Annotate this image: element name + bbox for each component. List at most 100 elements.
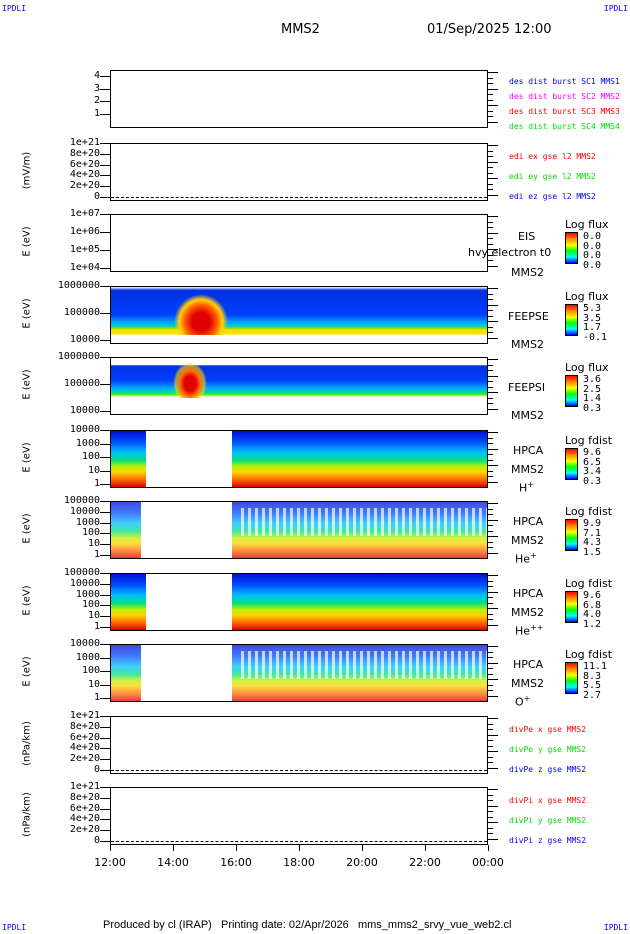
colorbar-tick-label: 0.0 [583,231,602,242]
species-name: H [519,481,528,495]
colorbar-tick-label: 4.0 [583,609,602,620]
right-tick-mark [488,481,498,483]
y-tick-mark [100,533,110,535]
y-tick-mark [100,511,110,513]
y-tick-label: 8e+20 [69,720,100,732]
instrument-label: HPCA [513,587,544,600]
y-tick-mark [100,250,110,251]
right-tick-mark [488,359,498,360]
x-tick-label: 14:00 [157,856,189,869]
right-tick-mark [488,265,498,267]
right-tick-mark [488,310,493,311]
right-tick-mark [488,459,493,461]
legend-entry: des dist burst SC3 MMS3 [509,107,620,116]
colorbar [565,591,578,623]
y-tick-mark [100,186,110,188]
y-tick-mark [100,443,110,445]
x-tick-mark [236,845,237,851]
y-tick-mark [100,830,110,832]
right-tick-mark [488,167,493,168]
y-tick-mark [100,797,110,799]
species-label: H+ [519,480,534,495]
y-tick-mark [100,759,110,761]
right-tick-mark [488,238,493,239]
y-tick-mark [100,627,110,628]
y-tick-mark [100,616,110,618]
right-tick-mark [488,613,493,615]
right-tick-mark [488,525,493,526]
y-tick-mark [100,114,110,115]
right-tick-mark [488,364,493,366]
corner-label-br: IPDLI [603,923,628,932]
colorbar-tick-label: 9.6 [583,447,602,458]
y-tick-mark [100,76,110,77]
panel-divpe [110,716,488,774]
legend-entry: des dist burst SC4 MMS4 [509,122,620,131]
spacecraft-label: MMS2 [511,338,544,351]
y-tick-label: 6e+20 [69,158,100,170]
y-tick-mark [100,484,110,485]
y-tick-label: 100000 [63,378,100,389]
right-tick-mark [488,288,498,289]
y-tick-label: 1e+05 [69,244,100,255]
right-tick-mark [488,121,498,123]
right-tick-mark [488,827,493,829]
y-tick-label: 0 [93,835,100,846]
y-tick-label: 100 [81,451,100,462]
corner-label-tl: IPDLI [2,4,27,13]
y-tick-label: 10000 [69,638,100,649]
right-tick-mark [488,833,493,834]
y-tick-mark [100,819,110,821]
y-tick-label: 1000 [75,437,100,449]
y-tick-label: 10000 [69,405,100,416]
right-tick-mark [488,476,493,477]
y-tick-label: 1e+21 [69,781,100,792]
y-tick-mark [100,232,110,233]
y-tick-mark [100,197,110,198]
y-tick-label: 100000 [63,495,100,506]
y-tick-label: 2 [93,95,100,107]
y-tick-label: 1000 [75,651,100,663]
corner-label-tr: IPDLI [603,4,628,13]
y-tick-label: 1e+21 [69,710,100,721]
right-tick-mark [488,99,493,101]
y-tick-mark [100,214,110,215]
right-tick-mark [488,519,498,521]
right-tick-mark [488,690,493,691]
legend-entry: divPe y gse MMS2 [509,745,587,754]
colorbar-tick-label: 3.6 [583,374,602,385]
right-tick-mark [488,668,493,669]
y-tick-mark [100,555,110,556]
y-tick-label: 8e+20 [69,147,100,159]
colorbar-tick-label: 9.9 [583,518,602,529]
species-name: O [515,695,524,709]
y-tick-label: 100 [81,527,100,539]
right-tick-mark [488,381,493,382]
colorbar-tick-label: 11.1 [583,661,608,672]
x-tick-mark [299,845,300,851]
y-tick-label: 1e+07 [69,208,100,219]
right-tick-mark [488,370,493,371]
colorbar-tick-label: 1.7 [583,322,602,333]
y-tick-label: 10000 [69,577,100,589]
colorbar-title: Log flux [565,290,609,303]
right-tick-mark [488,260,493,261]
right-tick-mark [488,580,493,582]
right-tick-mark [488,800,493,801]
colorbar-tick-label: 1.4 [583,393,602,404]
y-tick-label: 10 [87,610,100,622]
right-tick-mark [488,470,493,472]
spectrogram-region [111,358,487,414]
x-tick-label: 20:00 [346,856,378,869]
colorbar-tick-label: 4.3 [583,537,602,548]
y-tick-label: 4e+20 [69,742,100,754]
y-tick-mark [100,684,110,686]
panel-heplusplus [110,573,488,631]
right-tick-mark [488,740,493,741]
right-tick-mark [488,811,493,812]
right-tick-mark [488,172,493,174]
species-charge: + [523,694,531,703]
right-tick-mark [488,437,493,439]
right-tick-mark [488,254,493,256]
